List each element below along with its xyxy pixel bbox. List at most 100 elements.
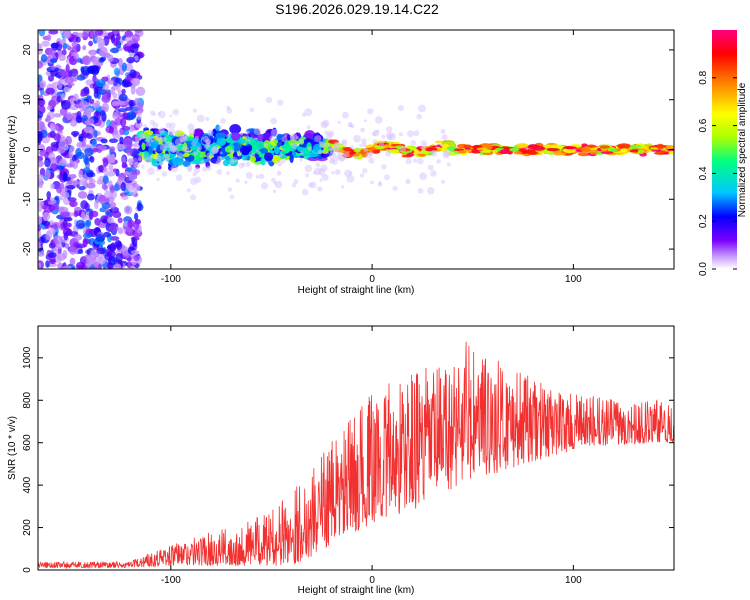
spectrogram-cell: [336, 151, 343, 158]
spectrogram-cell: [86, 133, 93, 139]
spectrogram-cell: [245, 135, 250, 139]
spectrogram-cell: [89, 98, 95, 104]
spectrogram-cell: [108, 223, 119, 232]
colorbar-ticks: 0.0 0.2 0.4 0.6 0.8: [698, 70, 737, 276]
spectrogram-cell: [276, 160, 283, 167]
spectrogram-cell: [263, 143, 268, 147]
spectrogram-cell: [304, 130, 316, 139]
spectrogram-cell: [399, 145, 407, 153]
spectrogram-cell: [96, 179, 103, 185]
spectrogram-cell: [88, 40, 93, 47]
spectrogram-cell: [113, 263, 122, 269]
spectrogram-cell: [141, 135, 146, 140]
spectrogram-cell: [118, 93, 128, 102]
spectrogram-cell: [145, 136, 153, 143]
spectrogram-cell: [157, 165, 162, 170]
spectrogram-cell: [85, 219, 92, 227]
spectrogram-cell: [315, 162, 321, 168]
spectrogram-cell: [187, 168, 192, 173]
spectrogram-cell: [369, 180, 374, 185]
spectrogram-cell: [165, 122, 172, 129]
spectrogram-cell: [203, 143, 210, 150]
spectrogram-cell: [38, 30, 46, 37]
spectrogram-cell: [211, 146, 219, 155]
spectrogram-cell: [122, 129, 130, 136]
spectrogram-cell: [85, 107, 94, 114]
spectrogram-cell: [82, 237, 88, 248]
spectrogram-cell: [398, 132, 403, 137]
spectrogram-cell: [128, 126, 136, 131]
spectrogram-cell: [38, 262, 42, 269]
spectrogram-cell: [156, 177, 160, 181]
spectrogram-cell: [155, 168, 160, 172]
spectrogram-cell: [49, 258, 56, 265]
spectrogram-cell: [38, 133, 43, 144]
spectrogram-cell: [112, 111, 119, 120]
spectrogram-cell: [141, 142, 146, 151]
spectrogram-cell: [159, 143, 168, 152]
spectrogram-cell: [158, 127, 165, 134]
spectrogram-cell: [363, 147, 369, 153]
spectrogram-cell: [85, 257, 93, 268]
spectrogram-cell: [38, 229, 42, 239]
spectrogram-cell: [463, 144, 472, 149]
spectrogram-cell: [84, 147, 94, 156]
spectrogram-cell: [341, 141, 347, 147]
spectrogram-cell: [273, 181, 277, 185]
spectrogram-cell: [206, 152, 214, 160]
spectrogram-cell: [47, 132, 53, 138]
spectrogram-cell: [129, 44, 139, 54]
spectrogram-cell: [47, 200, 55, 205]
spectrogram-cell: [54, 195, 60, 201]
spectrogram-cell: [381, 164, 387, 170]
spectrogram-cell: [360, 127, 365, 133]
spectrogram-cell: [56, 165, 64, 171]
spectrogram-cell: [245, 130, 250, 135]
spectrogram-cell: [63, 30, 71, 39]
spectrogram-cell: [65, 135, 72, 145]
spectrogram-ytick-label: 0: [22, 146, 33, 152]
spectrogram-cell: [318, 140, 326, 149]
spectrogram-cell: [114, 240, 122, 248]
spectrogram-cell: [38, 49, 43, 55]
spectrogram-cell: [581, 143, 588, 147]
spectrogram-cell: [260, 148, 269, 154]
spectrogram-cell: [136, 101, 144, 111]
spectrogram-cell: [70, 174, 77, 179]
spectrogram-cell: [419, 172, 427, 181]
spectrogram-cell: [238, 162, 245, 169]
spectrogram-cell: [264, 152, 274, 161]
spectrogram-cell: [226, 171, 231, 176]
spectrogram-cell: [83, 154, 89, 165]
spectrogram-cell: [313, 170, 317, 175]
spectrogram-cell: [118, 30, 127, 33]
spectrogram-cell: [359, 173, 365, 178]
spectrogram-cell: [629, 144, 638, 150]
spectrogram-cell: [202, 166, 208, 172]
spectrogram-cell: [308, 182, 314, 188]
spectrogram-cell: [229, 124, 242, 134]
spectrogram-cell: [375, 116, 383, 124]
spectrogram-cell: [457, 150, 467, 154]
spectrogram-cell: [417, 157, 424, 165]
spectrogram-cell: [101, 102, 110, 113]
spectrogram-cell: [289, 154, 294, 164]
spectrogram-cell: [122, 112, 129, 118]
spectrogram-cell: [130, 236, 140, 241]
spectrogram-cell: [89, 50, 96, 57]
spectrogram-cell: [254, 141, 266, 150]
spectrogram-cell: [413, 158, 418, 163]
spectrogram-cell: [481, 149, 492, 153]
spectrogram-cell: [116, 143, 126, 151]
spectrogram-cell: [175, 129, 181, 135]
spectrogram-cell: [262, 132, 272, 142]
spectrogram-cell: [48, 242, 56, 249]
spectrogram-cell: [206, 165, 212, 171]
spectrogram-cell: [442, 141, 456, 145]
spectrogram-cell: [105, 211, 110, 216]
spectrogram-cell: [106, 92, 111, 99]
spectrogram-cell: [44, 169, 51, 180]
spectrogram-cell: [58, 140, 65, 150]
spectrogram-cell: [121, 162, 128, 168]
spectrogram-cell: [205, 140, 211, 145]
